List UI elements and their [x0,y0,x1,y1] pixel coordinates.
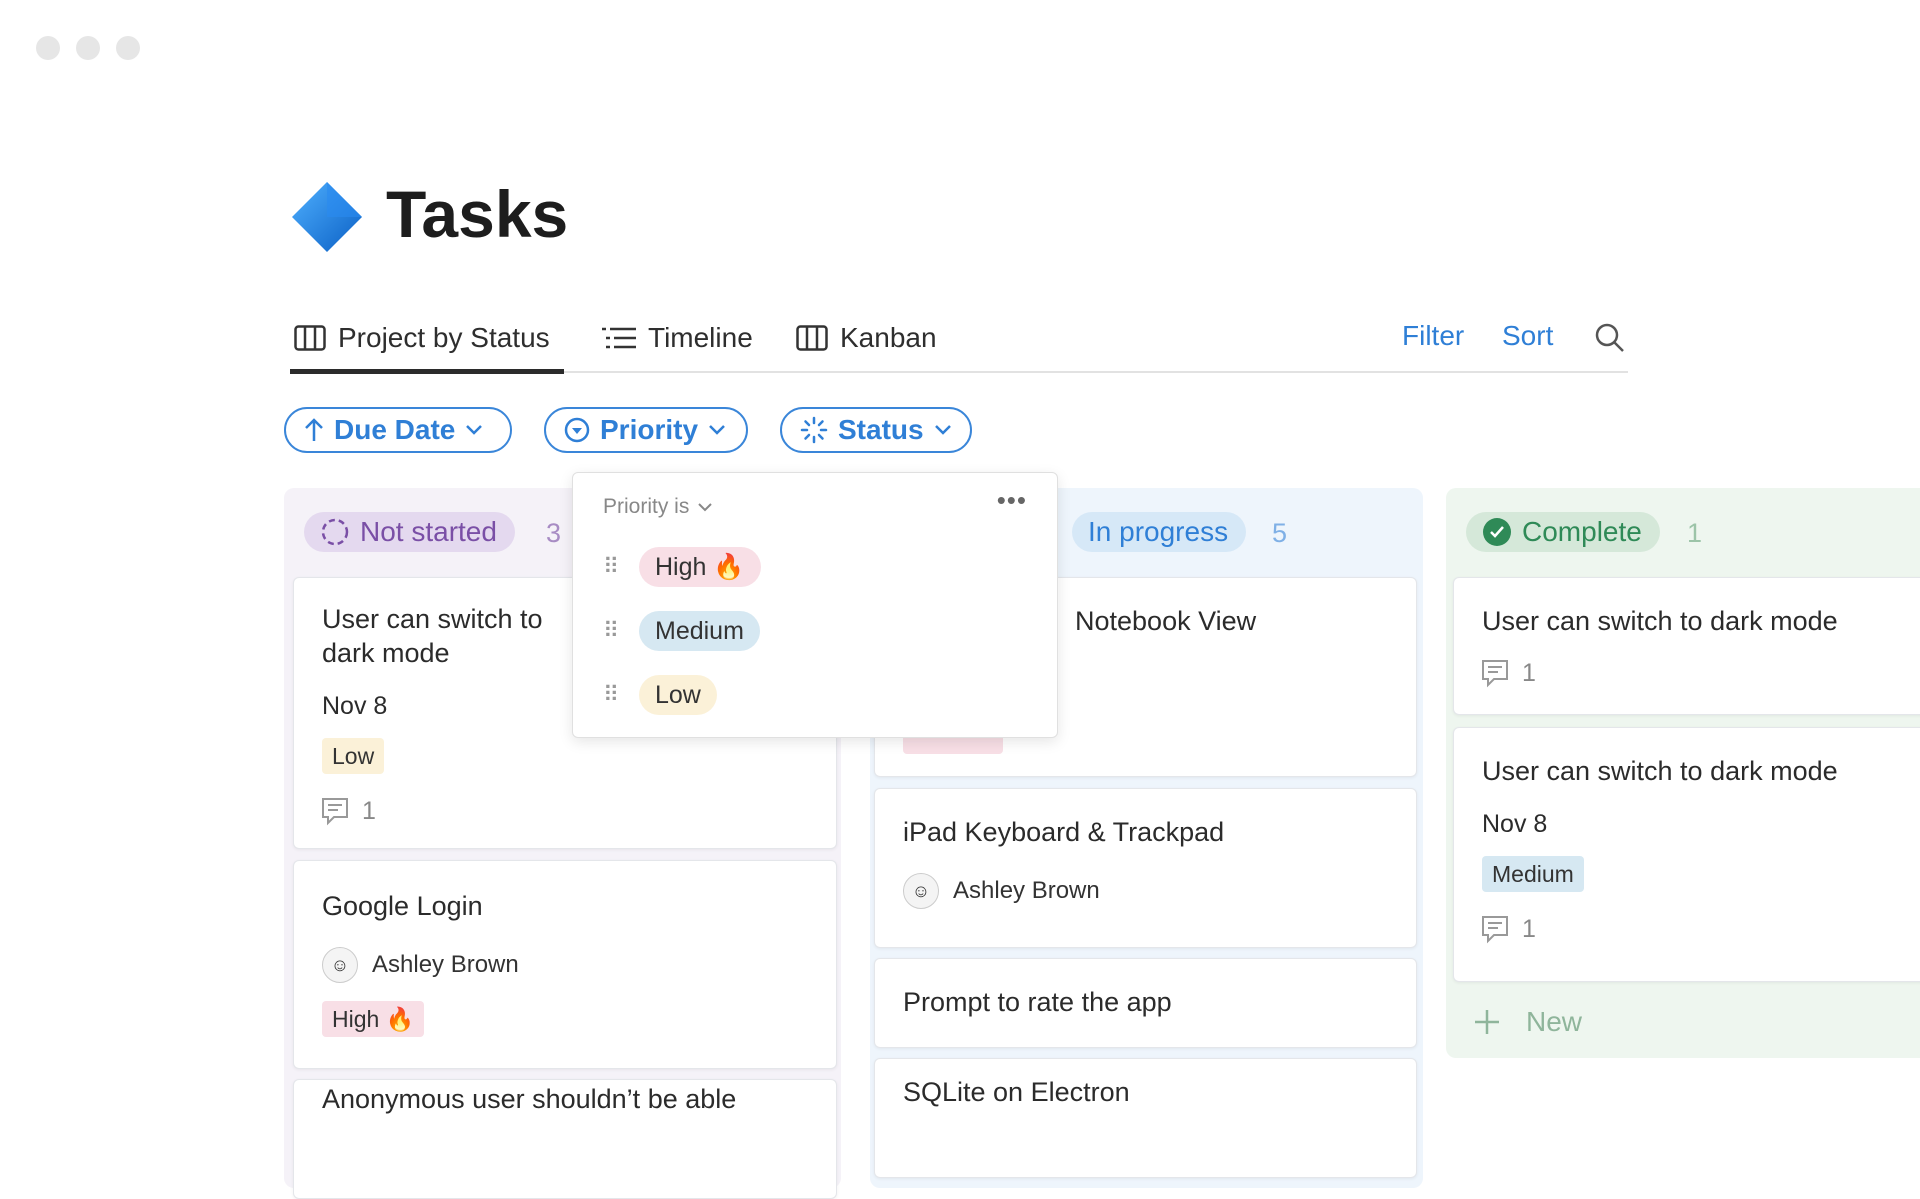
comment-icon [1482,660,1508,688]
option-label: High 🔥 [639,547,761,587]
tab-project-by-status[interactable]: Project by Status [294,318,550,358]
chevron-down-icon [934,425,951,435]
tab-timeline[interactable]: Timeline [602,318,753,358]
drag-handle-icon[interactable]: ⠿ [603,682,619,707]
new-card-button[interactable]: New [1474,1006,1582,1038]
status-filter[interactable]: Status [780,407,972,453]
filter-button[interactable]: Filter [1402,320,1465,351]
chevron-down-icon [698,503,713,512]
comment-number: 1 [362,796,376,825]
option-low[interactable]: ⠿ Low [603,675,717,715]
card-title: User can switch to dark mode [1482,756,1838,786]
page-title: Tasks [386,177,569,251]
column-count: 5 [1272,518,1288,548]
window-close-button[interactable] [36,36,60,60]
card-title: Prompt to rate the app [903,987,1172,1017]
task-card[interactable]: User can switch to dark mode Nov 8 Mediu… [1453,727,1920,982]
avatar: ☺ [903,873,939,909]
card-title: Anonymous user shouldn’t be able [322,1084,737,1114]
comment-count: 1 [1480,658,1536,688]
plus-icon [1475,1010,1499,1034]
due-date-filter[interactable]: Due Date [284,407,512,453]
task-card[interactable]: Anonymous user shouldn’t be able [293,1079,837,1199]
filter-label: Due Date [334,414,456,445]
active-tab-indicator [290,369,564,374]
timeline-icon [602,327,636,349]
tab-label: Project by Status [338,322,550,353]
priority-filter-popover: Priority is ••• ⠿ High 🔥 ⠿ Medium ⠿ Low [572,472,1058,738]
condition-label: Priority is [603,495,690,518]
sort-button[interactable]: Sort [1502,320,1554,351]
tab-kanban[interactable]: Kanban [796,318,937,358]
priority-tag: Medium [1482,856,1584,892]
chevron-down-icon [709,425,725,435]
card-title: User can switch to dark mode [322,604,543,668]
card-date: Nov 8 [322,692,388,720]
tab-label: Timeline [648,322,753,353]
comment-count: 1 [1480,914,1536,944]
comment-number: 1 [1522,914,1536,943]
drag-handle-icon[interactable]: ⠿ [603,554,619,579]
priority-tag: High 🔥 [322,1001,425,1037]
comment-icon [1482,916,1508,944]
card-title: User can switch to dark mode [1482,606,1838,636]
comment-count: 1 [320,796,376,826]
option-high[interactable]: ⠿ High 🔥 [603,547,761,587]
window-maximize-button[interactable] [116,36,140,60]
dashed-circle-icon [321,518,349,546]
board-icon [796,325,828,351]
column-label: Complete [1522,516,1642,547]
new-label: New [1526,1006,1583,1037]
arrow-up-icon [305,418,323,441]
drag-handle-icon[interactable]: ⠿ [603,618,619,643]
condition-selector[interactable]: Priority is [603,495,713,519]
card-title: SQLite on Electron [903,1077,1130,1107]
column-count: 3 [546,518,562,548]
filter-label: Priority [600,414,699,445]
filter-label: Status [838,414,924,445]
status-header-not-started: Not started [304,512,515,552]
status-header-in-progress: In progress [1072,512,1247,552]
card-title: Google Login [322,891,483,921]
comment-number: 1 [1522,658,1536,687]
option-label: Low [639,675,717,715]
column-label: Not started [360,516,497,547]
search-icon[interactable] [1594,322,1626,354]
status-spinner-icon [800,416,828,444]
chevron-down-icon [466,425,483,435]
avatar: ☺ [322,947,358,983]
task-card[interactable]: iPad Keyboard & Trackpad ☺ Ashley Brown [874,788,1417,948]
card-date: Nov 8 [1482,810,1548,838]
more-options-icon[interactable]: ••• [996,485,1027,515]
task-card[interactable]: Prompt to rate the app [874,958,1417,1048]
assignee: ☺ Ashley Brown [903,873,1100,909]
assignee: ☺ Ashley Brown [322,947,519,983]
task-card[interactable]: User can switch to dark mode 1 [1453,577,1920,715]
board-icon [294,325,326,351]
tab-label: Kanban [840,322,937,353]
comment-icon [322,798,348,826]
blue-diamond-icon [292,182,362,252]
task-card[interactable]: Google Login ☺ Ashley Brown High 🔥 [293,860,837,1069]
circle-chevron-icon [564,417,590,443]
task-card[interactable]: SQLite on Electron [874,1058,1417,1178]
card-title: Notebook View [1075,606,1257,636]
check-circle-icon [1483,518,1511,546]
column-count: 1 [1687,518,1703,548]
assignee-name: Ashley Brown [372,951,519,978]
status-header-complete: Complete [1466,512,1660,552]
assignee-name: Ashley Brown [953,877,1100,904]
window-minimize-button[interactable] [76,36,100,60]
tab-divider [290,371,1628,373]
option-medium[interactable]: ⠿ Medium [603,611,760,651]
priority-filter[interactable]: Priority [544,407,748,453]
option-label: Medium [639,611,760,651]
priority-tag: Low [322,738,385,774]
card-title: iPad Keyboard & Trackpad [903,817,1225,847]
column-label: In progress [1088,516,1229,547]
